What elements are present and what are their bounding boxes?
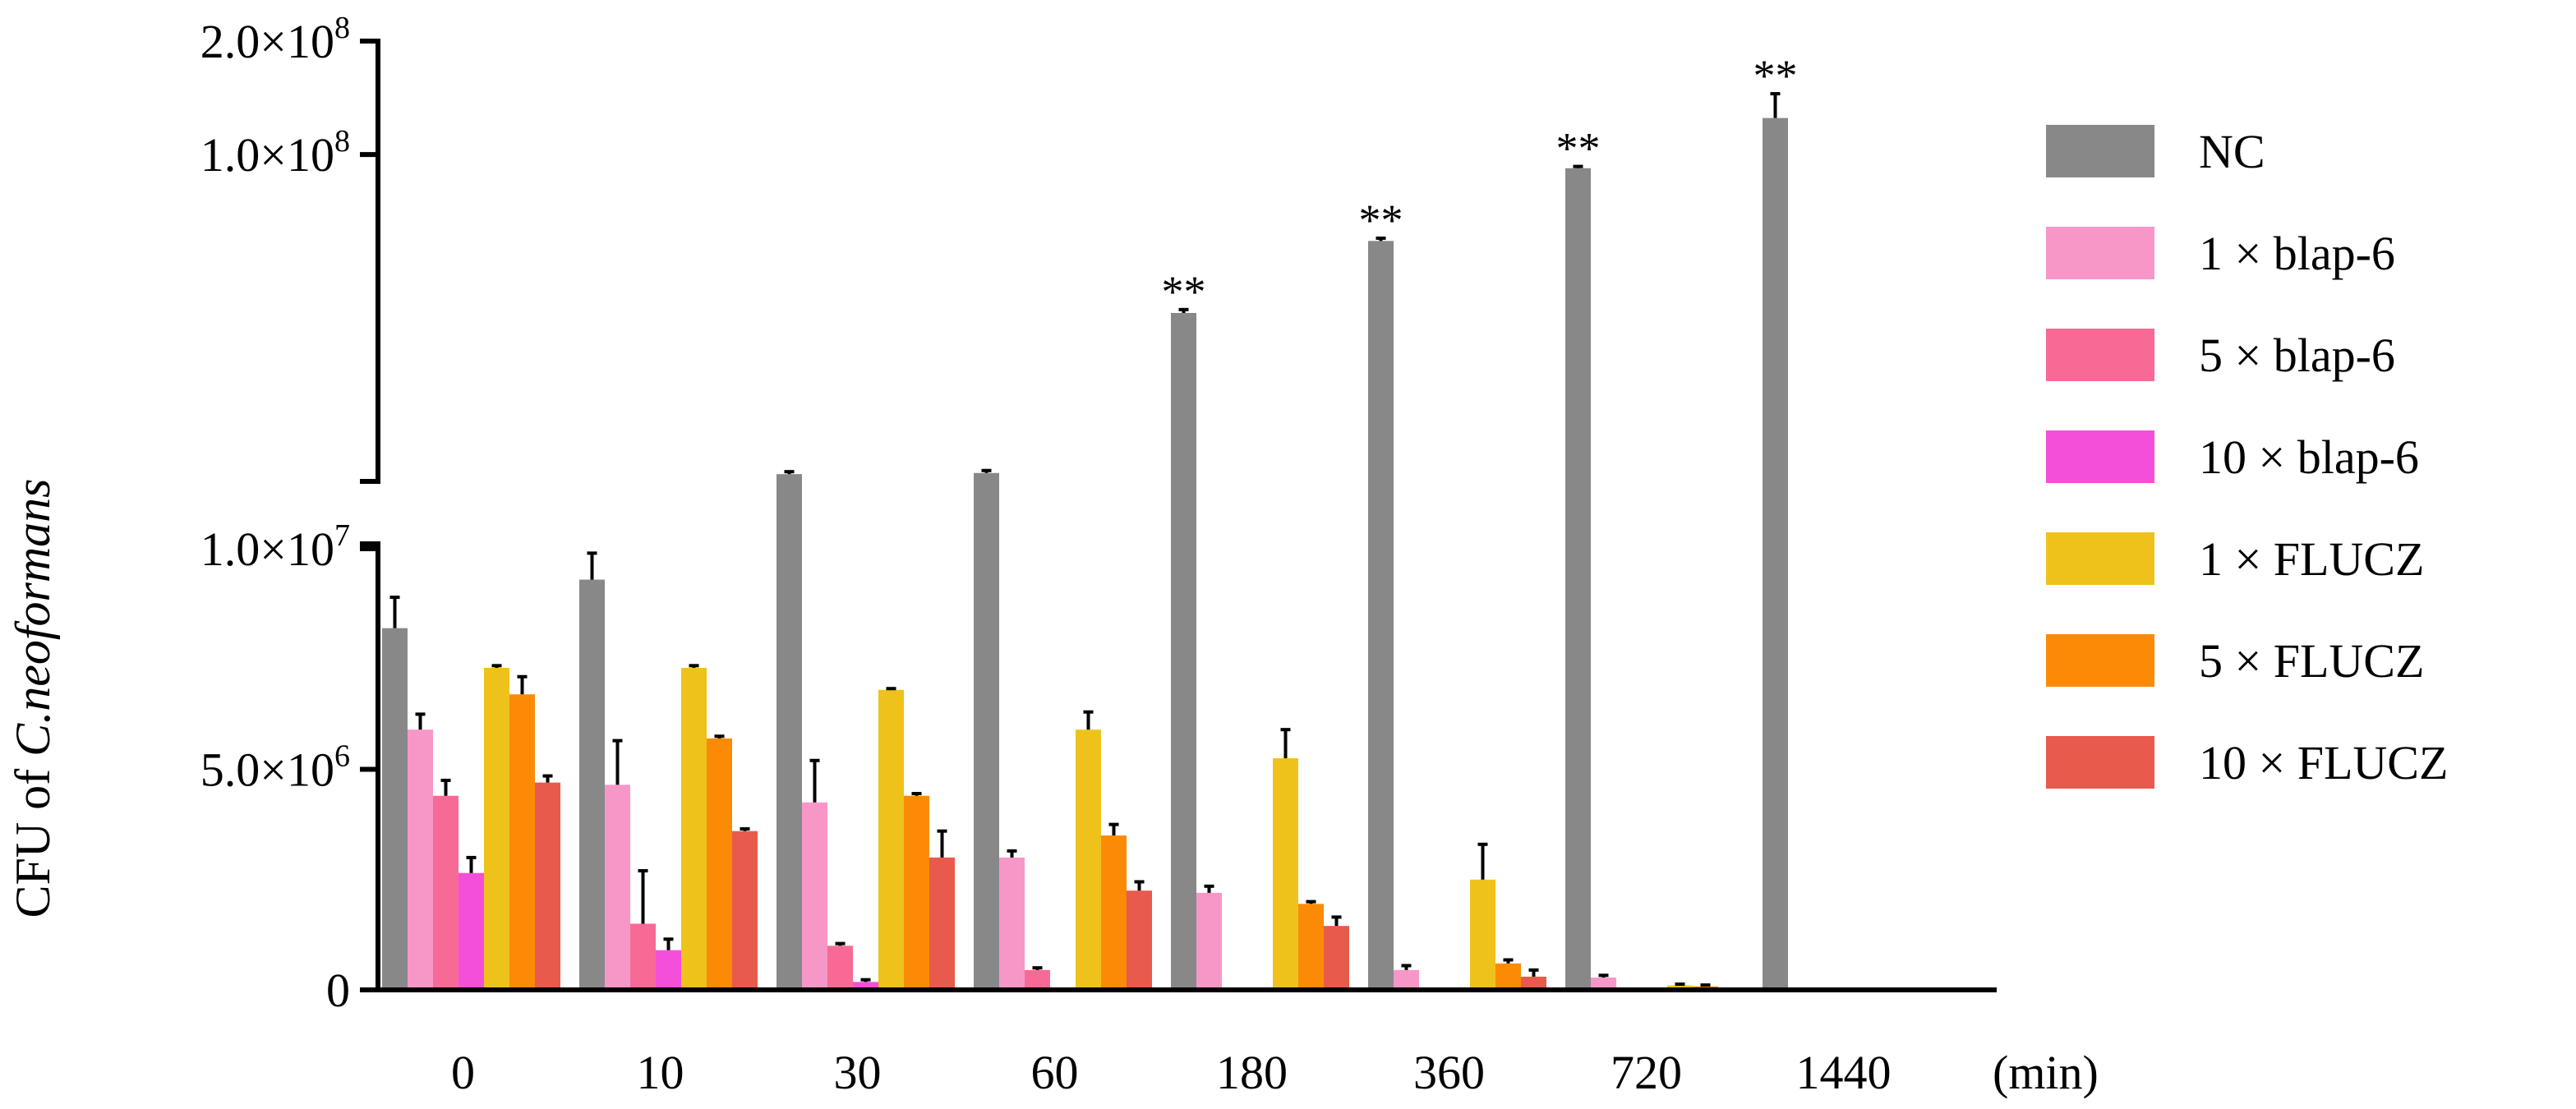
- x-tick-label-1: 10: [637, 1046, 684, 1099]
- bar-0-5: [1368, 241, 1394, 990]
- bar-1-0: [408, 729, 433, 990]
- bar-0-0: [382, 628, 408, 990]
- x-tick-label-4: 180: [1216, 1046, 1288, 1099]
- bar-2-0: [433, 795, 459, 990]
- series-2: [433, 778, 1050, 990]
- bar-4-2: [878, 689, 904, 990]
- bar-0-1: [579, 579, 605, 990]
- bar-3-2: [853, 982, 878, 990]
- bar-4-3: [1076, 729, 1101, 990]
- bar-4-4: [1273, 758, 1298, 990]
- x-axis-tick-labels: 0 10 30 60 180 360 720 1440: [451, 1046, 1892, 1099]
- legend-label-5: 5 × FLUCZ: [2199, 634, 2424, 688]
- bar-2-2: [827, 946, 853, 990]
- series-3: [459, 855, 878, 990]
- legend-label-3: 10 × blap-6: [2199, 430, 2419, 484]
- legend-label-6: 10 × FLUCZ: [2199, 736, 2448, 789]
- legend-swatch-5: [2046, 634, 2154, 687]
- bar-4-1: [681, 667, 707, 990]
- legend-label-4: 1 × FLUCZ: [2199, 532, 2424, 586]
- bar-6-2: [929, 857, 955, 990]
- series-4: [484, 664, 1693, 990]
- bar-6-3: [1127, 890, 1152, 990]
- legend-swatch-3: [2046, 430, 2154, 483]
- x-tick-label-2: 30: [834, 1046, 882, 1099]
- legend-swatch-4: [2046, 532, 2154, 585]
- bar-3-1: [656, 950, 681, 990]
- bar-1-5: [1394, 969, 1419, 990]
- bar-3-0: [459, 872, 484, 990]
- bar-5-1: [707, 738, 732, 990]
- legend: NC 1 × blap-6 5 × blap-6 10 × blap-6 1 × FLU…: [2046, 125, 2448, 789]
- y-tick-label-lower-2: 1.0×107: [200, 518, 350, 576]
- y-tick-label-lower-1: 5.0×106: [200, 739, 350, 797]
- y-axis: 0 5.0×106 1.0×107 1.0×108 2.0×108: [200, 11, 1997, 1017]
- bar-5-4: [1298, 904, 1324, 990]
- series-5: [509, 674, 1718, 990]
- y-tick-label-upper-1: 2.0×108: [200, 11, 350, 68]
- bar-2-1: [630, 923, 656, 990]
- significance-7: **: [1753, 51, 1798, 100]
- bar-1-6: [1591, 977, 1616, 990]
- legend-swatch-2: [2046, 329, 2154, 381]
- plot-area: ** ** ** **: [382, 51, 1798, 991]
- bar-0-3: [974, 472, 999, 990]
- bar-6-4: [1324, 926, 1349, 990]
- significance-6: **: [1556, 124, 1601, 173]
- legend-label-0: NC: [2199, 125, 2265, 178]
- legend-label-2: 5 × blap-6: [2199, 329, 2395, 382]
- x-tick-label-6: 720: [1611, 1046, 1682, 1099]
- y-axis-title-prefix: CFU of: [6, 757, 60, 918]
- x-tick-label-5: 360: [1413, 1046, 1485, 1099]
- bar-2-3: [1025, 969, 1050, 990]
- y-axis-title: CFU of C.neoformans: [6, 478, 60, 918]
- legend-swatch-1: [2046, 227, 2154, 279]
- x-tick-label-3: 60: [1031, 1046, 1079, 1099]
- bar-1-1: [605, 785, 630, 990]
- bar-0-6: [1565, 168, 1591, 990]
- bar-4-0: [484, 667, 509, 990]
- series-0: ** ** ** **: [382, 51, 1798, 991]
- bar-0-7: [1763, 117, 1788, 991]
- y-tick-label-lower-0: 0: [326, 964, 350, 1017]
- y-axis-title-species: C.neoformans: [6, 478, 60, 756]
- bar-0-2: [776, 474, 802, 990]
- bar-5-0: [509, 694, 535, 990]
- x-tick-label-7: 1440: [1796, 1046, 1892, 1099]
- bar-6-1: [732, 831, 758, 990]
- series-1: [408, 712, 1616, 990]
- legend-swatch-6: [2046, 736, 2154, 789]
- bar-1-4: [1196, 892, 1222, 990]
- bar-1-2: [802, 802, 827, 990]
- bar-5-3: [1101, 835, 1127, 990]
- bar-6-5: [1521, 976, 1546, 990]
- legend-label-1: 1 × blap-6: [2199, 227, 2395, 280]
- bar-5-5: [1495, 963, 1521, 990]
- x-axis-unit-label: (min): [1993, 1046, 2099, 1099]
- bar-1-3: [999, 857, 1025, 990]
- legend-swatch-0: [2046, 125, 2154, 177]
- bar-6-0: [535, 782, 560, 990]
- series-6: [535, 774, 1546, 990]
- significance-5: **: [1359, 196, 1403, 245]
- x-tick-label-0: 0: [451, 1046, 475, 1099]
- significance-4: **: [1162, 267, 1206, 316]
- bar-4-5: [1470, 879, 1495, 990]
- y-tick-label-upper-0: 1.0×108: [200, 124, 350, 182]
- bar-0-4: [1171, 312, 1196, 991]
- bar-5-2: [904, 795, 929, 990]
